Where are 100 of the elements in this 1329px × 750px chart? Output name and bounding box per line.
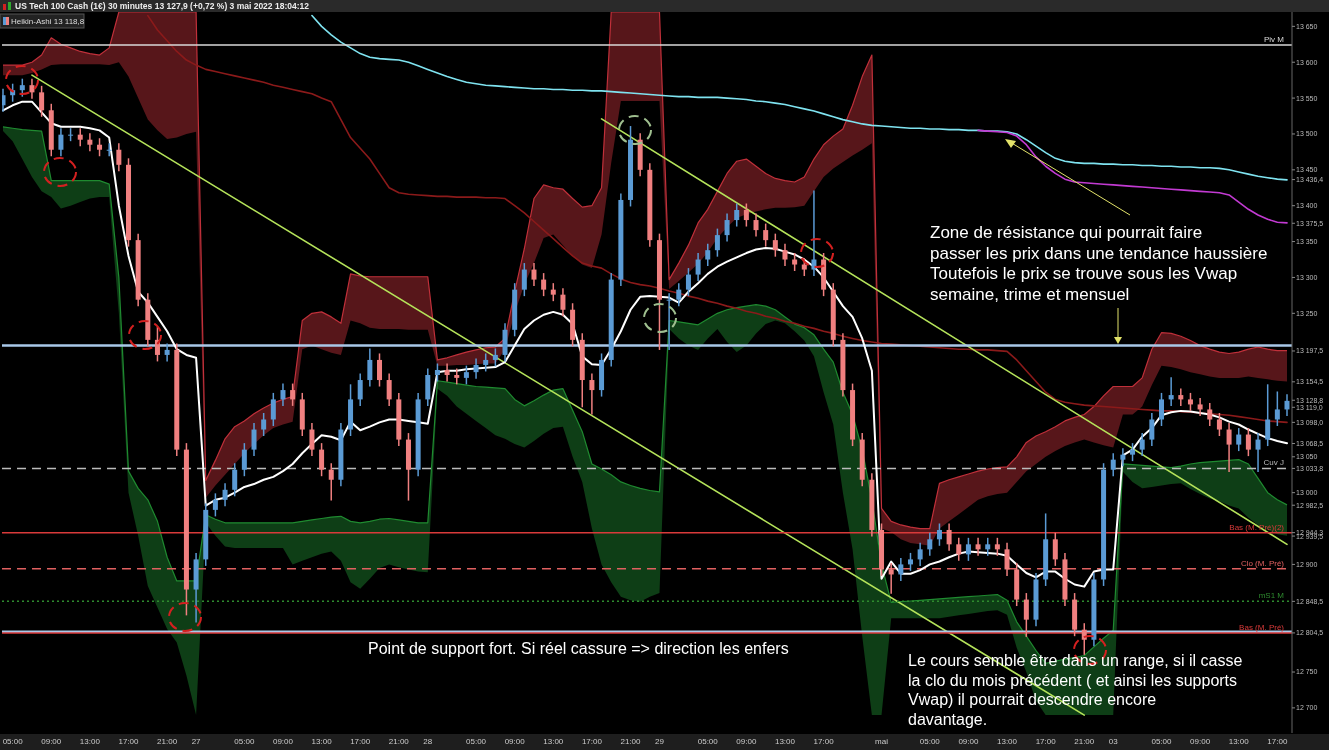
annotation: Point de support fort. Si réel cassure => direction les enfers	[368, 640, 789, 657]
candlestick	[666, 293, 672, 350]
x-tick-label: 13:00	[79, 737, 101, 746]
x-tick-label: 09:00	[272, 737, 294, 746]
candlestick	[106, 143, 112, 157]
candlestick	[927, 532, 933, 556]
candlestick	[1004, 542, 1010, 576]
candlestick	[473, 358, 479, 379]
candlestick	[936, 523, 942, 546]
candlestick	[1159, 392, 1164, 426]
candlestick	[309, 423, 315, 457]
x-tick-label: 09:00	[504, 737, 526, 746]
x-tick-label: 05:00	[2, 737, 24, 746]
candlestick	[270, 392, 276, 426]
candlestick	[975, 537, 981, 556]
candlestick	[367, 348, 373, 387]
ref-line-label: Clo (M. Pré)	[1240, 558, 1285, 568]
x-tick-label: 09:00	[958, 737, 979, 746]
x-tick-label: 17:00	[813, 737, 835, 746]
x-tick-label: 28	[423, 737, 433, 746]
legend-title: Heikin-Ashi 13 118,8	[11, 17, 85, 26]
candlestick	[241, 443, 247, 477]
candlestick	[946, 523, 952, 551]
candlestick	[39, 85, 45, 117]
x-tick-label: 13:00	[311, 737, 333, 746]
x-tick-label: 03	[1108, 737, 1119, 746]
candlestick	[956, 537, 962, 561]
x-tick-label: 21:00	[388, 737, 410, 746]
candlestick	[541, 273, 547, 297]
candlestick	[1274, 391, 1280, 426]
candlestick	[714, 228, 720, 257]
candlestick	[1178, 388, 1184, 406]
x-tick-label: 05:00	[919, 737, 941, 746]
candlestick	[164, 343, 170, 362]
candlestick	[1207, 402, 1213, 426]
candlestick	[328, 463, 334, 501]
candlestick	[753, 213, 759, 237]
candlestick	[116, 143, 122, 172]
candlestick	[888, 562, 894, 594]
candlestick	[280, 383, 286, 406]
annotation: Zone de résistance qui pourrait faire passer les prix dans une tendance haussière Toutefois le prix se trouve sous les Vwap semaine, trime et mensuel	[930, 223, 1268, 304]
ref-line-label: Cuv J	[1263, 458, 1284, 468]
candlestick	[1216, 413, 1222, 437]
x-tick-label: 09:00	[41, 737, 62, 746]
candlestick	[1052, 532, 1058, 566]
candlestick	[261, 413, 267, 437]
candlestick	[1265, 384, 1271, 447]
candlestick	[743, 203, 749, 227]
ref-line-label: Bas (M. Pré)	[1239, 622, 1285, 632]
candlestick	[1110, 453, 1116, 477]
candlestick	[1245, 428, 1251, 457]
candlestick	[772, 233, 778, 257]
x-tick-label: 13:00	[774, 737, 796, 746]
candlestick	[1120, 448, 1126, 467]
candlestick	[734, 203, 740, 227]
candlestick	[386, 373, 392, 406]
candlestick	[685, 268, 691, 297]
candlestick	[58, 128, 64, 157]
candlestick	[1284, 394, 1290, 416]
candlestick	[319, 443, 325, 477]
candlestick	[676, 283, 682, 307]
x-tick-label: 17:00	[350, 737, 371, 746]
candlestick	[290, 383, 296, 406]
x-tick-label: 17:00	[581, 737, 603, 746]
candlestick	[898, 557, 904, 581]
candlestick	[232, 463, 238, 497]
candlestick	[444, 363, 450, 382]
candlestick	[1139, 433, 1145, 457]
x-tick-label: 05:00	[234, 737, 255, 746]
candlestick	[560, 288, 566, 317]
candlestick	[29, 78, 35, 99]
x-tick-label: 09:00	[1190, 737, 1211, 746]
x-tick-label: 05:00	[697, 737, 719, 746]
candlestick	[705, 243, 711, 266]
candlestick	[589, 373, 595, 415]
x-tick-label: 13:00	[997, 737, 1018, 746]
candlestick	[1255, 433, 1261, 472]
ref-line-label: Piv M	[1264, 35, 1285, 44]
candlestick	[1168, 377, 1174, 406]
ref-line-label: mS1 M	[1258, 591, 1285, 601]
candlestick	[763, 223, 769, 247]
x-tick-label: 27	[191, 737, 202, 746]
x-tick-label: 13:00	[543, 737, 564, 746]
candlestick	[917, 542, 923, 566]
candlestick	[531, 263, 537, 287]
candlestick	[77, 128, 83, 147]
x-tick-label: 17:00	[118, 737, 140, 746]
candlestick	[1149, 413, 1155, 447]
x-tick-label: 17:00	[1035, 737, 1057, 746]
x-tick-label: 05:00	[1151, 737, 1173, 746]
x-tick-label: 21:00	[1074, 737, 1095, 746]
chart-title: US Tech 100 Cash (1€) 30 minutes 13 127,9 (+0,72 %) 3 mai 2022 18:04:12	[15, 1, 310, 11]
ref-line-label: Bas (M. Pré)(2)	[1229, 522, 1285, 532]
candlestick	[724, 213, 730, 242]
candlestick	[965, 537, 971, 561]
candlestick	[1023, 593, 1029, 637]
candlestick	[1236, 428, 1242, 452]
line-series	[311, 14, 1288, 181]
x-tick-label: 21:00	[620, 737, 642, 746]
candlestick	[212, 493, 218, 517]
